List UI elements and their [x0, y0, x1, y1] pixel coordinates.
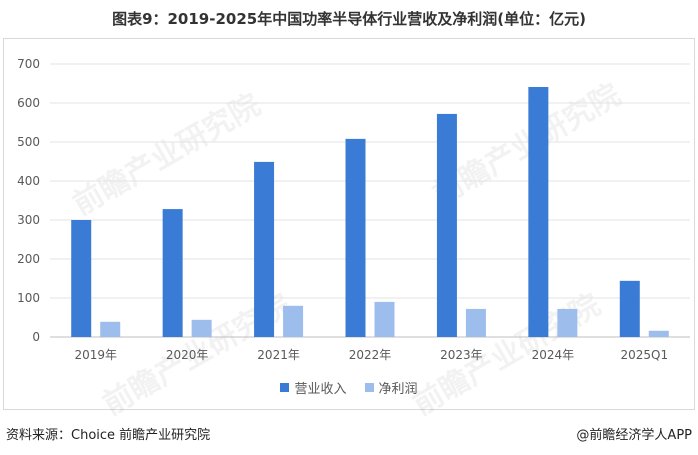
bar-profit: [465, 308, 486, 337]
y-axis-ticks: 0 100 200 300 400 500 600 700: [17, 57, 40, 344]
x-axis-ticks: 2019年 2020年 2021年 2022年 2023年 2024年 2025Q1: [74, 348, 668, 362]
x-tick-label: 2020年: [166, 348, 209, 362]
brand-credit: @前瞻经济学人APP: [576, 428, 692, 443]
y-tick-label: 700: [17, 57, 40, 71]
bars: [71, 87, 669, 337]
legend-swatch-revenue: [280, 383, 290, 392]
x-tick-label: 2025Q1: [620, 348, 668, 362]
chart-title: 图表9：2019-2025年中国功率半导体行业营收及净利润(单位：亿元): [112, 10, 586, 28]
y-tick-label: 0: [32, 330, 40, 344]
y-tick-label: 200: [17, 252, 40, 266]
source-note: 资料来源：Choice 前瞻产业研究院: [6, 428, 211, 443]
bar-revenue: [436, 113, 457, 337]
y-tick-label: 600: [17, 96, 40, 110]
x-tick-label: 2024年: [532, 348, 575, 362]
x-tick-label: 2022年: [349, 348, 392, 362]
bar-profit: [283, 305, 304, 337]
bar-profit: [374, 301, 395, 337]
chart-frame: [3, 38, 695, 410]
legend-swatch-profit: [364, 383, 374, 392]
bar-revenue: [254, 161, 275, 337]
legend-label-profit: 净利润: [378, 382, 418, 397]
bar-profit: [191, 319, 212, 337]
y-tick-label: 100: [17, 291, 40, 305]
bar-profit: [648, 330, 669, 337]
bar-revenue: [71, 220, 92, 337]
x-tick-label: 2023年: [440, 348, 483, 362]
y-tick-label: 400: [17, 174, 40, 188]
bar-profit: [557, 308, 578, 337]
legend: 营业收入 净利润: [0, 378, 698, 397]
x-tick-label: 2021年: [257, 348, 300, 362]
bar-revenue: [619, 280, 640, 337]
legend-label-revenue: 营业收入: [294, 382, 347, 397]
y-tick-label: 300: [17, 213, 40, 227]
bar-revenue: [528, 87, 549, 337]
bar-profit: [100, 321, 121, 337]
bar-revenue: [345, 138, 366, 337]
y-tick-label: 500: [17, 135, 40, 149]
x-tick-label: 2019年: [74, 348, 117, 362]
legend-item-revenue: 营业收入: [280, 378, 347, 397]
legend-item-profit: 净利润: [364, 378, 418, 397]
grid-lines: [50, 63, 690, 338]
bar-revenue: [162, 209, 183, 337]
